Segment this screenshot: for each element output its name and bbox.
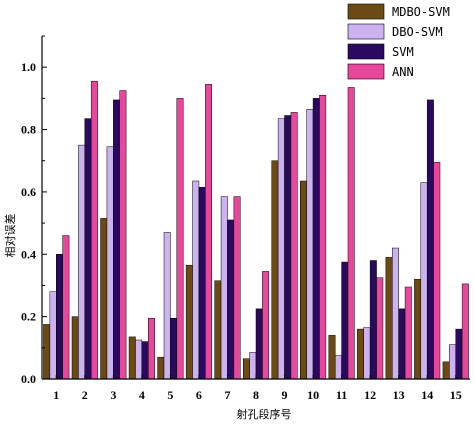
x-tick-label: 14 [421, 388, 433, 402]
bar-svm-1 [56, 254, 63, 380]
bar-svm-3 [113, 99, 120, 380]
legend-swatch-mdbo-svm [347, 3, 385, 20]
x-tick-label: 15 [450, 388, 462, 402]
bar-dbo-svm-3 [106, 146, 114, 380]
bar-mdbo-svm-5 [157, 356, 165, 380]
x-tick-label: 1 [53, 388, 59, 402]
bar-svm-4 [141, 341, 149, 380]
x-tick-label: 6 [196, 388, 202, 402]
bar-svm-15 [455, 328, 463, 380]
bar-svm-9 [284, 115, 292, 380]
x-tick-label: 9 [282, 388, 288, 402]
bar-dbo-svm-9 [277, 118, 285, 380]
bar-ann-8 [262, 271, 270, 380]
y-tick-label: 0.2 [21, 310, 36, 324]
x-tick-label: 4 [139, 388, 145, 402]
bar-dbo-svm-7 [220, 196, 228, 380]
bar-ann-12 [376, 277, 384, 380]
bar-mdbo-svm-4 [128, 336, 136, 380]
bar-dbo-svm-12 [363, 327, 371, 380]
bar-dbo-svm-15 [449, 344, 456, 380]
bar-mdbo-svm-3 [100, 218, 108, 380]
bar-svm-13 [398, 308, 406, 380]
bar-svm-2 [84, 118, 92, 380]
bar-dbo-svm-13 [392, 247, 399, 380]
legend-label-mdbo-svm: MDBO-SVM [392, 5, 450, 19]
bar-mdbo-svm-9 [271, 160, 279, 380]
bar-dbo-svm-10 [306, 109, 314, 380]
x-tick-label: 12 [364, 388, 376, 402]
bar-ann-2 [90, 80, 98, 380]
y-tick-label: 0.6 [21, 185, 36, 199]
bar-ann-10 [319, 95, 327, 380]
bar-dbo-svm-8 [249, 352, 257, 380]
x-tick-label: 2 [82, 388, 88, 402]
y-axis-title: 相对误差 [3, 214, 17, 258]
bar-ann-6 [205, 84, 212, 380]
bar-svm-12 [369, 260, 377, 380]
legend-swatch-ann [347, 63, 385, 80]
axes-group: 0.00.20.40.60.81.01 2 3 4 5 6 7 8 9 10 11 12 13 14 15 [21, 35, 470, 402]
legend-swatch-svm [347, 43, 385, 60]
bar-dbo-svm-6 [192, 180, 200, 380]
bar-dbo-svm-14 [420, 182, 428, 380]
bar-dbo-svm-5 [163, 232, 171, 380]
bar-mdbo-svm-10 [300, 180, 307, 380]
bar-svm-7 [227, 219, 235, 380]
bar-svm-6 [198, 186, 206, 380]
x-tick-label: 5 [167, 388, 173, 402]
y-tick-label: 0.0 [21, 372, 36, 386]
legend-label-dbo-svm: DBO-SVM [392, 25, 443, 39]
bar-mdbo-svm-11 [328, 335, 336, 380]
legend-swatch-dbo-svm [347, 23, 385, 40]
bar-svm-8 [255, 308, 263, 380]
bar-mdbo-svm-8 [242, 358, 250, 380]
bar-mdbo-svm-6 [185, 264, 193, 380]
bar-mdbo-svm-13 [385, 257, 393, 380]
x-axis-title: 射孔段序号 [237, 407, 292, 421]
bar-dbo-svm-1 [49, 291, 57, 380]
x-tick-label: 13 [393, 388, 405, 402]
bar-svm-10 [312, 98, 320, 380]
bar-mdbo-svm-14 [414, 278, 422, 380]
bar-ann-9 [290, 112, 298, 380]
y-tick-label: 0.4 [21, 247, 36, 261]
bar-mdbo-svm-12 [357, 328, 364, 380]
bar-mdbo-svm-2 [71, 316, 79, 380]
x-tick-label: 11 [336, 388, 347, 402]
bar-ann-3 [119, 90, 127, 380]
bars-group [43, 80, 469, 380]
bar-dbo-svm-2 [78, 144, 86, 380]
bar-dbo-svm-4 [135, 339, 143, 380]
bar-ann-1 [62, 235, 70, 380]
legend-label-svm: SVM [392, 45, 414, 59]
bar-mdbo-svm-1 [43, 324, 51, 380]
y-tick-label: 1.0 [21, 60, 36, 74]
legend: MDBO-SVM DBO-SVM SVM ANN [347, 3, 450, 80]
bar-ann-14 [433, 162, 441, 380]
bar-svm-11 [341, 261, 349, 380]
bar-ann-11 [347, 87, 355, 380]
legend-label-ann: ANN [392, 65, 414, 79]
bar-mdbo-svm-15 [442, 361, 450, 380]
bar-ann-5 [176, 98, 184, 380]
bar-ann-13 [404, 286, 412, 380]
x-tick-label: 10 [307, 388, 319, 402]
y-tick-label: 0.8 [21, 123, 36, 137]
x-tick-label: 3 [110, 388, 116, 402]
bar-mdbo-svm-7 [214, 280, 222, 380]
x-tick-label: 7 [224, 388, 230, 402]
bar-ann-4 [148, 317, 155, 380]
bar-svm-14 [426, 99, 434, 380]
bar-ann-15 [461, 283, 469, 380]
bar-svm-5 [170, 317, 178, 380]
bar-dbo-svm-11 [334, 355, 342, 380]
x-tick-label: 8 [253, 388, 259, 402]
bar-ann-7 [233, 196, 241, 380]
